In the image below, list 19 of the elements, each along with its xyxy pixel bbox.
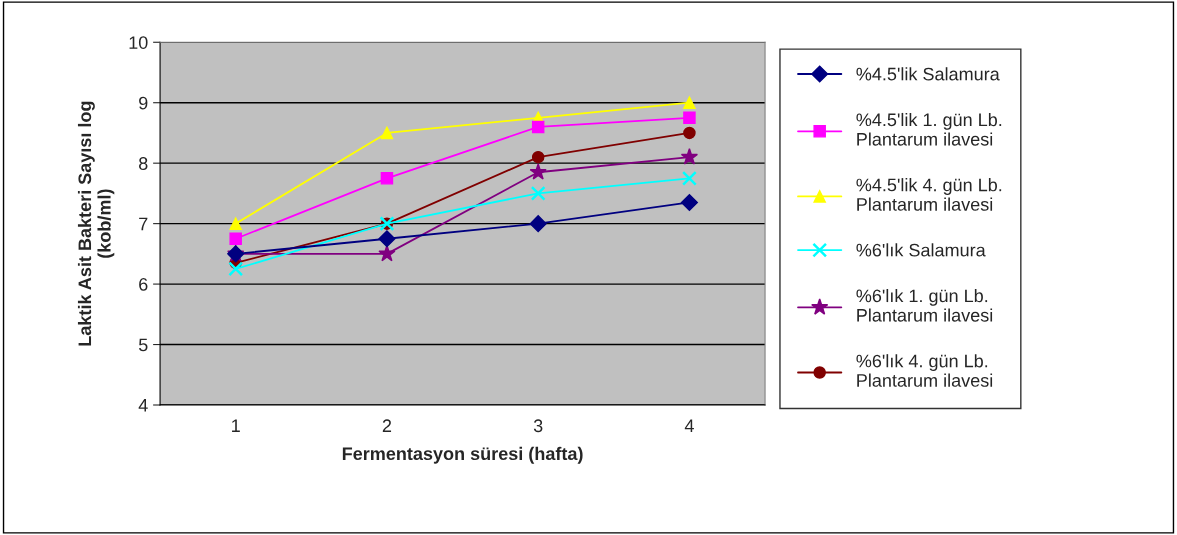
- y-tick-label: 5: [138, 338, 148, 352]
- y-tick-label: 4: [138, 399, 148, 412]
- x-tick-label: 4: [684, 419, 694, 432]
- y-tick-label: 9: [139, 96, 148, 110]
- y-tick-label: 8: [139, 157, 148, 170]
- legend-label: %6'lık 4. gün Lb. Plantarum ilavesi: [856, 354, 993, 387]
- x-tick-label: 3: [533, 419, 543, 433]
- y-tick-label: 10: [129, 36, 148, 49]
- legend-label: %6'lık 1. gün Lb. Plantarum ilavesi: [856, 288, 993, 322]
- x-tick-label: 2: [382, 419, 392, 432]
- legend-label: %4.5'lik 4. gün Lb. Plantarum ilavesi: [856, 178, 1002, 211]
- legend-label: %6'lık Salamura: [856, 243, 986, 257]
- x-tick-label: 1: [232, 419, 240, 432]
- y-tick-label: 6: [139, 278, 148, 291]
- y-axis-title: Laktik Asit Bakteri Sayısı log (kob/ml): [77, 101, 115, 346]
- x-axis-title: Fermentasyon süresi (hafta): [342, 446, 583, 464]
- legend-label: %4.5'lik 1. gün Lb. Plantarum ilavesi: [856, 112, 1002, 146]
- legend-label: %4.5'lik Salamura: [856, 67, 1000, 81]
- y-tick-label: 7: [139, 217, 148, 231]
